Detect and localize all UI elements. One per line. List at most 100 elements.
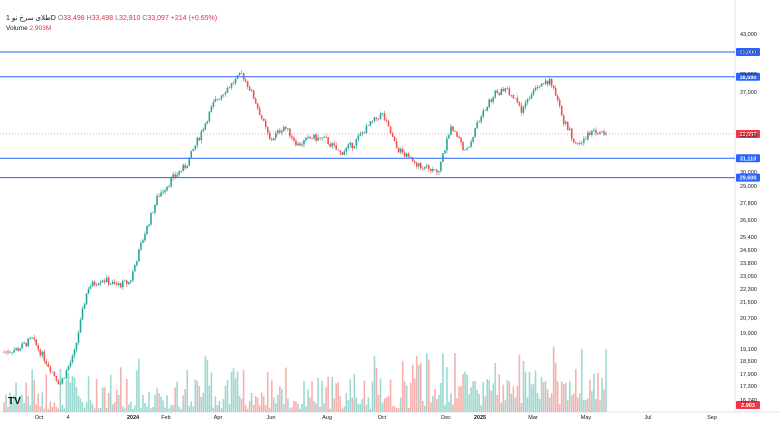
volume-bar: [293, 400, 295, 412]
volume-bar: [13, 395, 15, 412]
candle-body: [121, 280, 124, 288]
candle-body: [132, 271, 134, 281]
volume-bar: [421, 400, 424, 412]
candle-body: [403, 152, 406, 157]
candle-body: [283, 127, 285, 132]
close-value: 33,097: [147, 15, 169, 22]
volume-bar: [270, 379, 273, 412]
candle-body: [528, 98, 531, 100]
volume-bar: [228, 404, 231, 412]
candle-body: [184, 165, 187, 169]
volume-bar: [484, 396, 486, 412]
candle-body: [514, 98, 517, 99]
volume-bar: [115, 389, 118, 412]
volume-bar: [311, 381, 313, 412]
volume-bar: [536, 393, 539, 412]
volume-bar: [419, 362, 422, 412]
candle-body: [148, 224, 150, 226]
volume-bar: [192, 406, 195, 412]
candle-body: [69, 362, 72, 367]
candle-body: [190, 150, 193, 158]
candle-body: [413, 161, 416, 163]
volume-bar: [299, 408, 301, 412]
volume-bar: [144, 403, 146, 412]
horizontal-levels[interactable]: 41,000 38,690 31,110 29,600 33,097 2.903: [0, 48, 760, 409]
volume-bar: [206, 360, 209, 412]
volume-bar: [552, 346, 555, 412]
volume-bar: [333, 398, 335, 412]
volume-bar: [355, 397, 358, 412]
volume-bar: [347, 400, 350, 412]
candle-body: [309, 136, 311, 139]
level-tag: [736, 173, 760, 182]
candle-body: [226, 87, 229, 93]
symbol-name[interactable]: طلای سرخ نو: [11, 15, 51, 22]
candle-body: [275, 133, 277, 139]
candle-body: [432, 169, 434, 172]
volume-bar: [53, 402, 56, 412]
candle-body: [71, 355, 74, 363]
candle-body: [474, 128, 476, 137]
interval-label[interactable]: 1D: [6, 15, 56, 22]
candle-body: [558, 100, 561, 106]
candle-body: [492, 97, 495, 102]
volume-bar: [256, 397, 259, 412]
candle-body: [480, 116, 482, 122]
volume-bar: [236, 371, 239, 412]
volume-bar: [560, 381, 563, 412]
candle-body: [589, 132, 591, 136]
candle-body: [218, 98, 221, 100]
volume-bar: [154, 394, 156, 412]
candle-body: [379, 113, 382, 120]
y-tick-label: 23,050: [740, 274, 757, 280]
volume-bar: [128, 404, 130, 412]
candle-body: [27, 338, 29, 347]
volume-bar: [591, 391, 593, 412]
volume-bar: [164, 407, 166, 412]
volume-bar: [202, 392, 205, 412]
volume-bar: [448, 401, 450, 412]
price-axis[interactable]: 43,000 41,000 39,000 37,000 33,000 30,000 29,0…: [740, 32, 757, 404]
y-tick-label: 25,400: [740, 235, 757, 241]
volume-label[interactable]: Volume: [6, 25, 28, 32]
volume-bar: [599, 400, 601, 412]
volume-bar: [281, 389, 283, 412]
volume-bar: [285, 367, 287, 412]
volume-bar: [377, 395, 380, 412]
candle-body: [532, 90, 535, 95]
candle-body: [164, 190, 166, 192]
volume-bar: [393, 406, 396, 412]
volume-bar: [232, 368, 235, 412]
x-tick-label: Feb: [161, 415, 170, 421]
volume-bar: [262, 396, 265, 412]
candle-body: [270, 139, 273, 141]
candle-body: [67, 366, 70, 371]
volume-bar: [283, 404, 285, 412]
candle-body: [23, 342, 25, 344]
volume-bar: [379, 378, 382, 412]
candle-body: [395, 141, 398, 148]
candle-body: [510, 95, 513, 96]
candle-body: [371, 121, 374, 122]
candle-body: [430, 168, 432, 172]
volume-bar: [353, 374, 356, 412]
candle-body: [240, 73, 243, 74]
volume-bar: [95, 379, 98, 412]
volume-bar: [550, 393, 553, 412]
candle-body: [204, 123, 207, 130]
y-tick-label: 26,600: [740, 218, 757, 224]
volume-bar: [184, 388, 187, 412]
volume-bar: [266, 372, 269, 412]
time-axis[interactable]: Oct 4 2024 Feb Apr Jun Aug Oct Dec 2025 Mar May Jul S…: [35, 415, 717, 421]
volume-bar: [29, 405, 31, 412]
candle-body: [172, 174, 174, 178]
candle-body: [182, 165, 184, 171]
x-tick-label: Jun: [267, 415, 276, 421]
tradingview-logo[interactable]: TV: [8, 396, 21, 407]
candle-body: [39, 349, 42, 356]
candle-body: [343, 151, 346, 155]
volume-bar: [530, 384, 533, 412]
candle-body: [140, 242, 142, 250]
volume-bar: [496, 395, 499, 412]
